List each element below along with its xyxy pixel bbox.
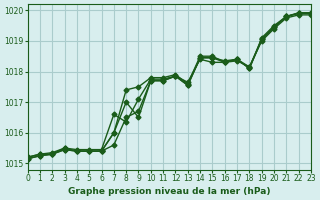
X-axis label: Graphe pression niveau de la mer (hPa): Graphe pression niveau de la mer (hPa) xyxy=(68,187,270,196)
